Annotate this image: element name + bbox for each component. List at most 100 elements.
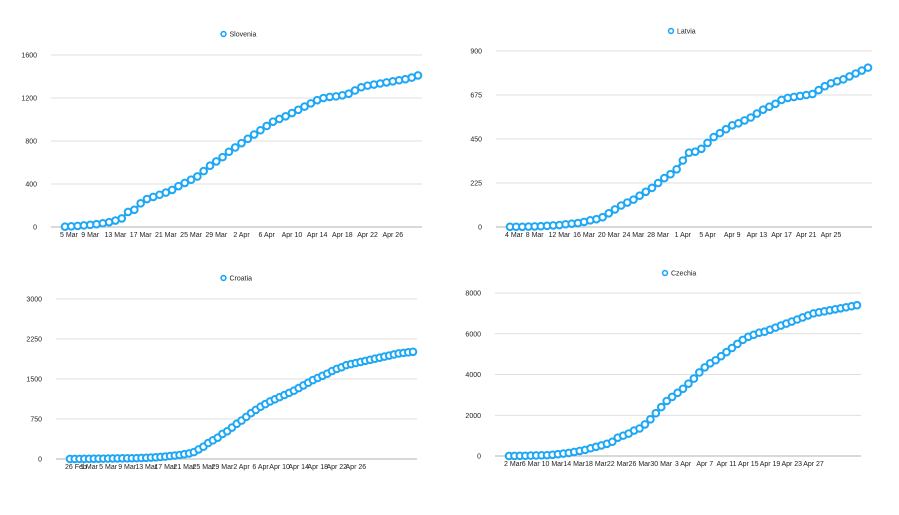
- x-tick-label: 9 Mar: [81, 232, 100, 239]
- chart-slovenia: 0 400 800 1200 1600 5 Mar 9 Mar 13 Mar 17 Mar 21 …: [0, 0, 449, 257]
- y-tick-label: 4000: [465, 372, 481, 379]
- data-point: [230, 143, 240, 152]
- x-tick-label: 1 Mar: [80, 464, 99, 471]
- data-point: [678, 384, 688, 394]
- y-tick-label: 1600: [21, 53, 37, 60]
- data-point: [610, 205, 620, 214]
- data-point: [700, 363, 710, 372]
- x-tick-label: 10 Mar: [542, 461, 564, 468]
- x-tick-label: 5 Mar: [60, 232, 79, 239]
- x-tick-label: 29 Mar: [212, 464, 234, 471]
- data-point: [653, 178, 663, 188]
- y-tick-label: 0: [477, 454, 481, 461]
- x-tick-label: 25 Mar: [180, 232, 202, 239]
- data-point: [852, 300, 862, 310]
- x-tick-label: 25 Mar: [192, 464, 214, 471]
- series-line: [508, 304, 858, 458]
- data-point: [752, 109, 762, 118]
- chart-croatia: 0 750 1500 2250 3000 26 Feb 1 Mar 5 Mar 9 Mar 13 …: [0, 257, 449, 515]
- x-tick-label: Apr 7: [696, 461, 713, 468]
- x-tick-label: Apr 9: [724, 232, 741, 239]
- y-tick-label: 900: [470, 49, 482, 56]
- data-point: [672, 165, 681, 174]
- x-tick-label: 21 Mar: [155, 232, 177, 239]
- data-point: [651, 408, 661, 418]
- y-tick-label: 2000: [465, 413, 481, 420]
- data-point: [249, 130, 259, 139]
- x-tick-label: 29 Mar: [205, 232, 227, 239]
- data-point: [180, 178, 190, 188]
- data-point: [136, 199, 145, 208]
- data-point: [662, 396, 671, 406]
- x-tick-label: 8 Mar: [526, 232, 545, 239]
- data-point: [608, 437, 617, 447]
- data-point: [667, 392, 677, 402]
- x-tick-label: 26 Mar: [629, 461, 651, 468]
- data-point: [697, 144, 706, 154]
- data-point: [640, 420, 650, 429]
- data-point: [678, 156, 688, 165]
- data-point: [350, 86, 360, 95]
- x-tick-label: 22 Mar: [607, 461, 629, 468]
- legend-marker: [220, 30, 227, 38]
- x-tick-label: Apr 25: [821, 232, 842, 239]
- x-tick-label: 2 Mar: [504, 461, 523, 468]
- data-point: [721, 124, 731, 134]
- data-point: [703, 138, 712, 148]
- data-point: [646, 415, 655, 424]
- data-point: [716, 351, 726, 361]
- x-tick-label: 2 Apr: [233, 232, 250, 239]
- data-point: [199, 166, 208, 176]
- x-tick-label: 21 Mar: [173, 464, 195, 471]
- data-point: [117, 214, 127, 223]
- x-tick-label: 30 Mar: [650, 461, 672, 468]
- data-point: [186, 175, 196, 184]
- data-point: [262, 121, 272, 131]
- data-point: [641, 187, 651, 197]
- data-point: [808, 89, 817, 99]
- y-tick-label: 450: [470, 137, 482, 144]
- x-tick-label: 5 Apr: [699, 232, 716, 239]
- data-point: [771, 99, 780, 109]
- x-tick-label: 24 Mar: [623, 232, 645, 239]
- data-point: [293, 105, 303, 115]
- x-tick-label: Apr 18: [307, 464, 328, 471]
- data-point: [237, 138, 246, 148]
- data-point: [863, 63, 873, 72]
- x-tick-label: Apr 11: [716, 461, 736, 468]
- y-tick-label: 8000: [465, 291, 481, 298]
- y-tick-label: 0: [478, 225, 482, 232]
- data-point: [256, 125, 265, 135]
- data-point: [306, 99, 316, 108]
- chart-czechia: 0 2000 4000 6000 8000 2 Mar 6 Mar 10 Mar 14 Mar 1…: [449, 257, 899, 515]
- data-point: [656, 402, 666, 412]
- x-tick-label: Apr 22: [357, 232, 378, 239]
- x-tick-label: Apr 10: [269, 464, 290, 471]
- data-point: [281, 111, 290, 121]
- legend-label: Latvia: [677, 29, 696, 36]
- y-tick-label: 1500: [26, 377, 42, 384]
- data-point: [746, 113, 756, 122]
- x-tick-label: 13 Mar: [105, 232, 127, 239]
- y-tick-label: 1200: [21, 96, 37, 103]
- legend-marker: [661, 269, 669, 277]
- data-point: [635, 424, 644, 433]
- y-tick-label: 225: [470, 181, 482, 188]
- chart-svg: 0 400 800 1200 1600 5 Mar 9 Mar 13 Mar 17 Mar 21 …: [21, 30, 423, 239]
- data-point: [130, 205, 139, 215]
- x-tick-label: Apr 15: [738, 461, 759, 468]
- data-point: [727, 343, 737, 353]
- data-point: [629, 195, 638, 204]
- x-tick-label: 6 Mar: [522, 461, 541, 468]
- x-tick-label: 16 Mar: [573, 232, 595, 239]
- data-point: [598, 212, 607, 222]
- data-point: [673, 388, 682, 398]
- data-point: [711, 355, 720, 365]
- legend-marker: [220, 274, 227, 282]
- x-tick-label: 14 Mar: [563, 461, 585, 468]
- x-tick-label: 26 Feb: [65, 464, 87, 471]
- data-point: [695, 368, 704, 377]
- y-tick-label: 2250: [26, 337, 42, 344]
- data-point: [243, 134, 253, 144]
